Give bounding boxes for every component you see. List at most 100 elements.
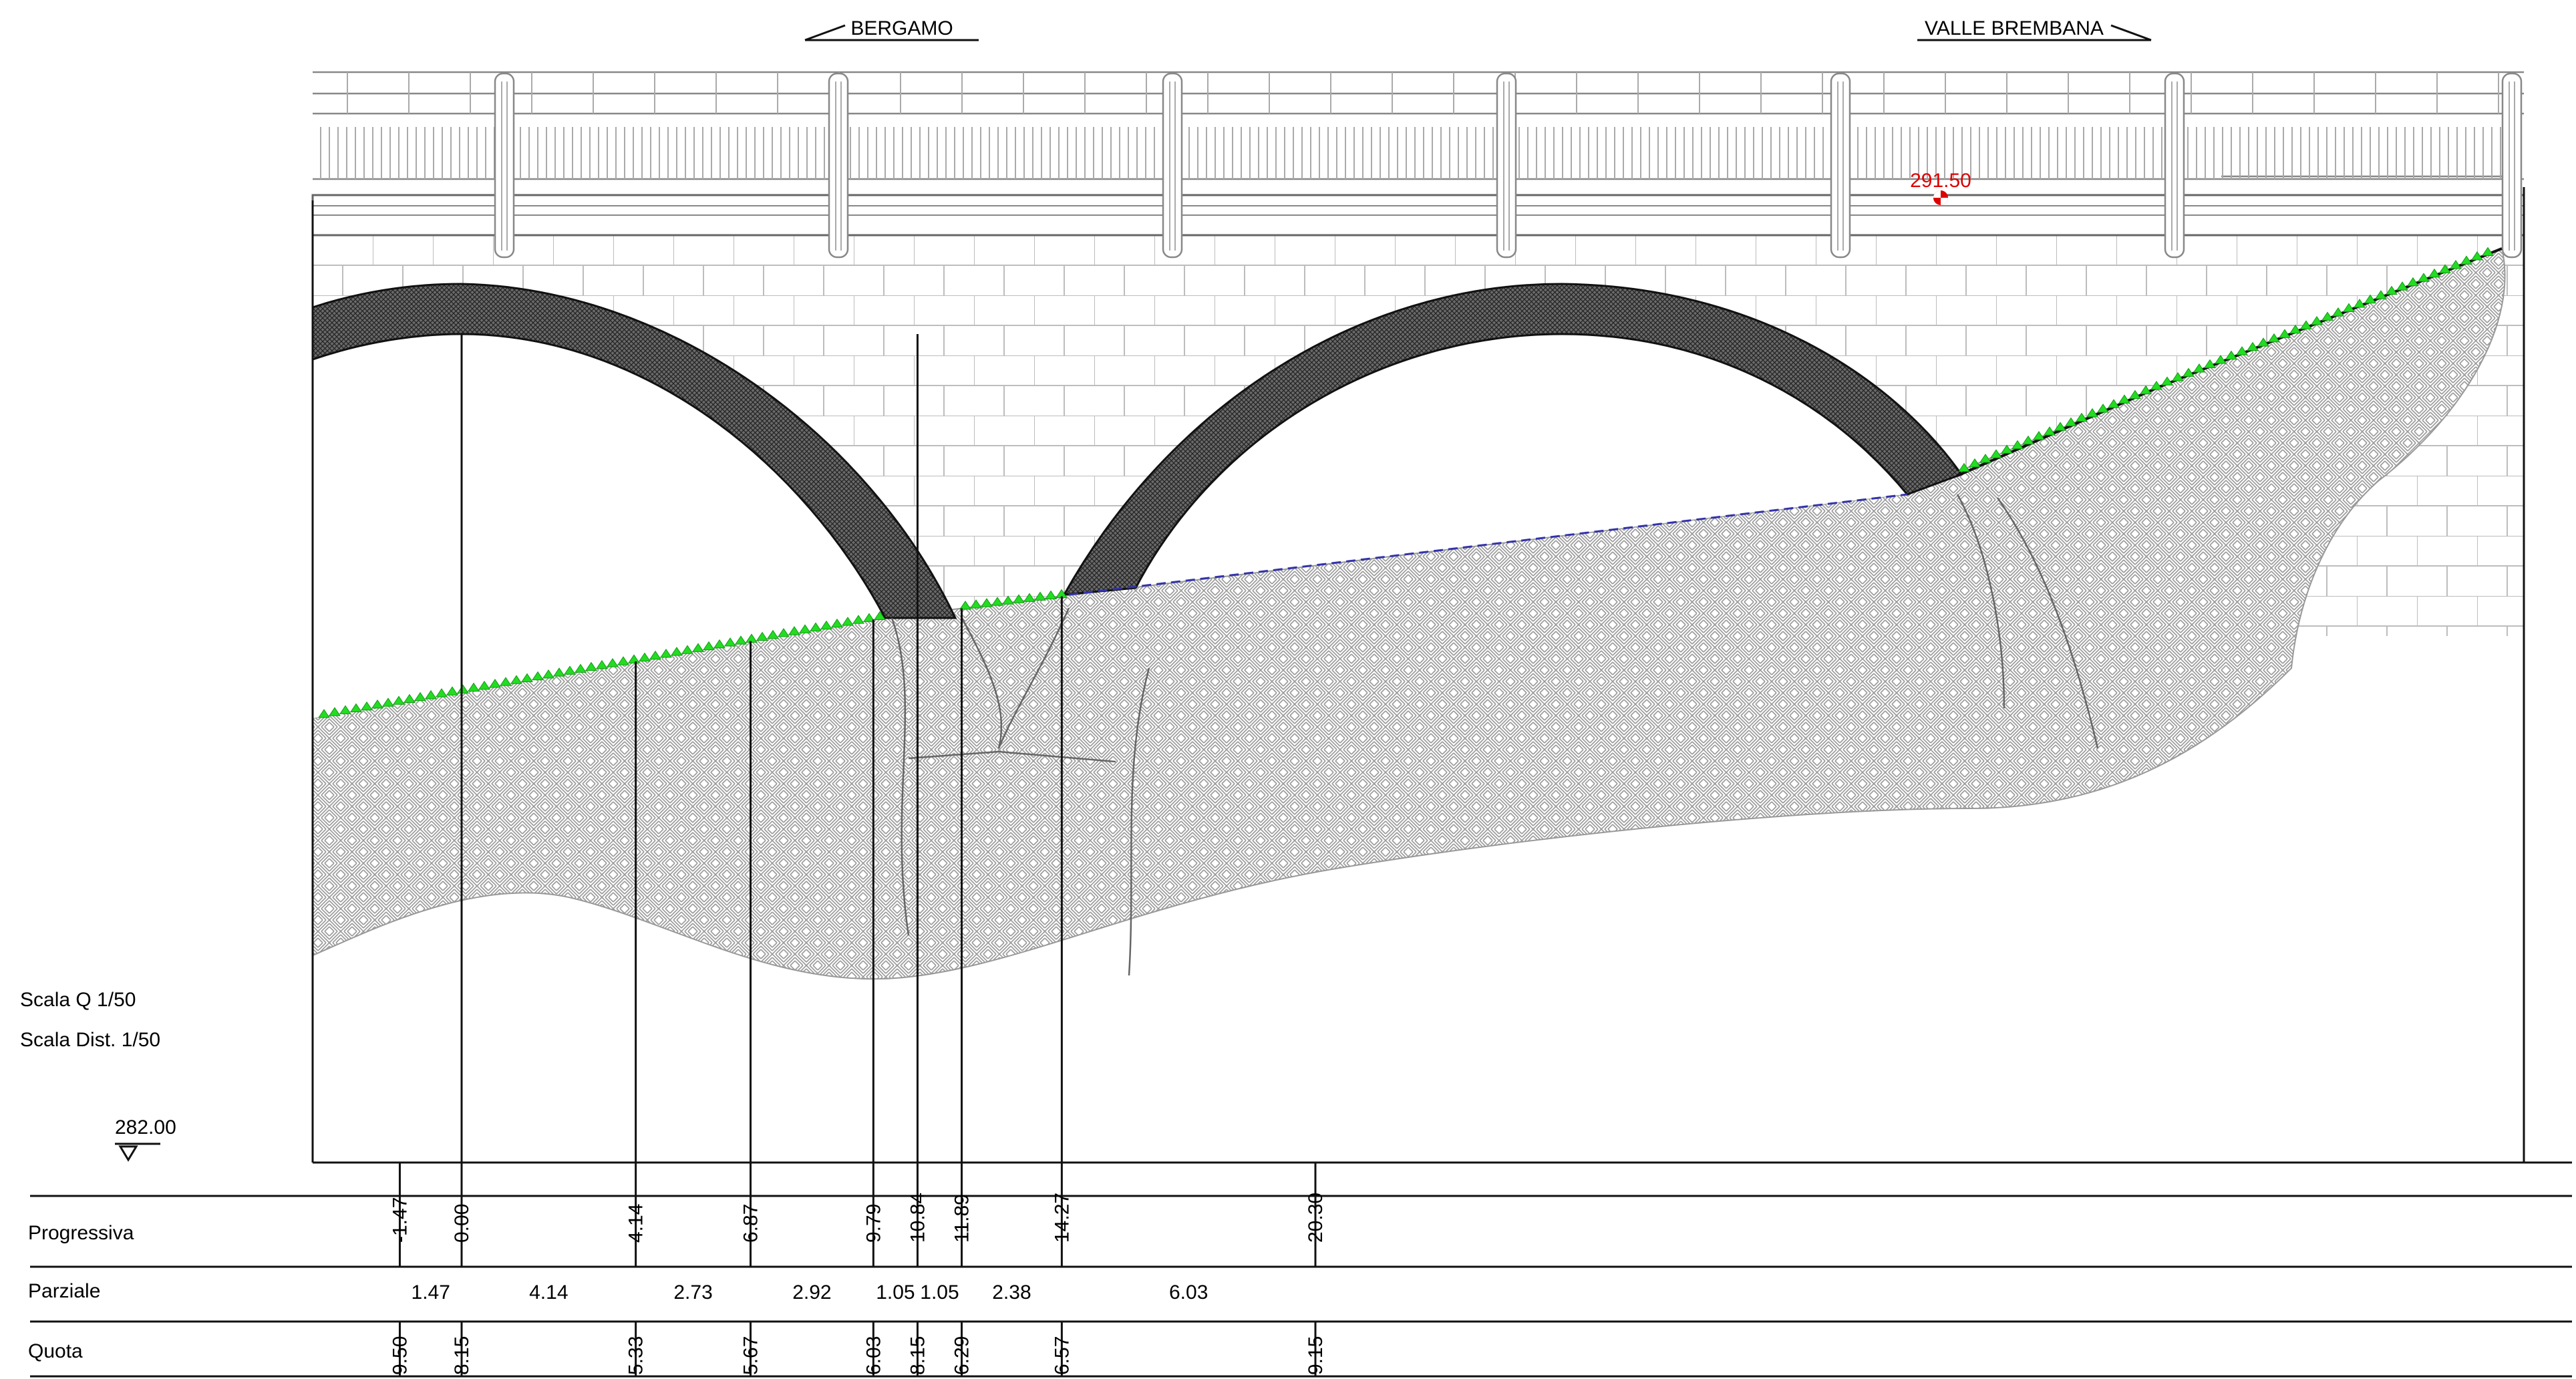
grass-tuft (2407, 277, 2419, 287)
railing-post (494, 72, 515, 259)
grass-tuft (489, 679, 501, 688)
grass-tuft (478, 680, 490, 690)
railing-post (1496, 72, 1517, 259)
arch-ring-left (311, 283, 957, 619)
grass-tuft (329, 707, 341, 716)
grass-tuft (339, 705, 351, 714)
grass-tuft (553, 667, 565, 677)
elevation-marker-label: 291.50 (1910, 170, 1971, 192)
grass-tuft (2097, 404, 2109, 413)
partial-value: 4.14 (529, 1281, 568, 1304)
grass-tuft (1023, 593, 1035, 602)
grass-tuft (778, 627, 790, 637)
grass-tuft (842, 617, 854, 626)
railing-post (1162, 72, 1183, 259)
grass-tuft (2386, 285, 2398, 295)
partial-value: 1.47 (412, 1281, 450, 1304)
grass-tuft (2118, 394, 2130, 404)
grass-tuft (2033, 431, 2045, 440)
grass-tuft (2044, 426, 2056, 436)
row-label-parziale: Parziale (28, 1280, 100, 1302)
grass-tuft (959, 601, 971, 610)
grass-tuft (361, 701, 373, 711)
grass-tuft (617, 656, 629, 665)
grass-tuft (607, 658, 619, 667)
grass-tuft (2204, 359, 2216, 368)
partial-value: 2.73 (673, 1281, 712, 1304)
progressive-value: 4.14 (625, 1204, 647, 1243)
grass-tuft (2140, 385, 2152, 395)
grass-tuft (500, 677, 512, 686)
partial-value: 6.03 (1169, 1281, 1208, 1304)
grass-tuft (414, 692, 426, 702)
grass-tuft (820, 620, 832, 630)
grass-tuft (2364, 294, 2376, 304)
datum-marker: 282.00 (115, 1116, 176, 1162)
railing-post (1830, 72, 1851, 259)
grass-tuft (2321, 311, 2333, 321)
quota-value: 6.57 (1051, 1336, 1073, 1375)
grass-tuft (991, 597, 1003, 606)
soil-fill (312, 247, 2506, 980)
grass-tuft (2311, 315, 2323, 325)
progressive-value: 0.00 (451, 1204, 473, 1243)
grass-tuft (831, 618, 843, 628)
grass-tuft (703, 641, 715, 651)
grass-tuft (2129, 390, 2141, 400)
grass-markings (318, 247, 2494, 718)
elevation-marker: 291.50 (1910, 170, 1971, 205)
direction-label-left: BERGAMO (850, 17, 953, 39)
grass-tuft (2460, 255, 2472, 265)
grass-tuft (2011, 440, 2024, 450)
grass-tuft (521, 673, 533, 682)
grass-tuft (2001, 444, 2013, 454)
partial-value: 2.38 (992, 1281, 1031, 1304)
grass-tuft (799, 624, 811, 633)
grass-tuft (2396, 281, 2408, 291)
grass-tuft (2236, 346, 2248, 355)
grass-tuft (2428, 268, 2440, 278)
grass-tuft (2257, 337, 2269, 347)
grass-tuft (510, 675, 522, 684)
datum-label: 282.00 (115, 1116, 176, 1138)
grass-tuft (2418, 273, 2430, 282)
grass-tuft (2279, 329, 2291, 338)
progressive-value: 11.89 (951, 1194, 973, 1243)
grass-tuft (2332, 307, 2344, 317)
grass-tuft (2150, 380, 2162, 390)
progressive-value: 10.84 (907, 1193, 929, 1243)
station-lines (460, 334, 1063, 1163)
railing-post (2164, 72, 2185, 259)
quota-value: 5.67 (740, 1336, 762, 1375)
grass-tuft (404, 694, 416, 703)
progressive-value: 6.87 (740, 1204, 762, 1243)
grass-tuft (468, 682, 480, 692)
partial-value: 1.05 (876, 1281, 915, 1304)
railing-post (2501, 72, 2523, 259)
scale-horizontal: Scala Dist. 1/50 (20, 1029, 160, 1051)
grass-tuft (2161, 376, 2173, 386)
scale-vertical: Scala Q 1/50 (20, 989, 136, 1011)
grass-tuft (318, 709, 330, 718)
quota-value: 6.03 (862, 1336, 884, 1375)
grass-tuft (1013, 594, 1025, 603)
grass-tuft (767, 629, 779, 639)
grass-tuft (671, 647, 683, 656)
grass-tuft (575, 663, 587, 673)
grass-tuft (2343, 303, 2355, 312)
grass-tuft (874, 611, 886, 621)
railing-post (828, 72, 849, 259)
grass-tuft (564, 665, 576, 675)
partial-value: 1.05 (920, 1281, 959, 1304)
grass-tuft (596, 659, 608, 669)
grass-tuft (393, 696, 405, 705)
row-label-progressiva: Progressiva (28, 1222, 134, 1244)
partial-value: 2.92 (792, 1281, 831, 1304)
grass-tuft (1979, 454, 1991, 463)
grass-tuft (639, 652, 651, 661)
grass-tuft (532, 671, 544, 681)
grass-tuft (810, 622, 822, 631)
grass-tuft (970, 599, 982, 609)
grass-tuft (2086, 408, 2098, 418)
